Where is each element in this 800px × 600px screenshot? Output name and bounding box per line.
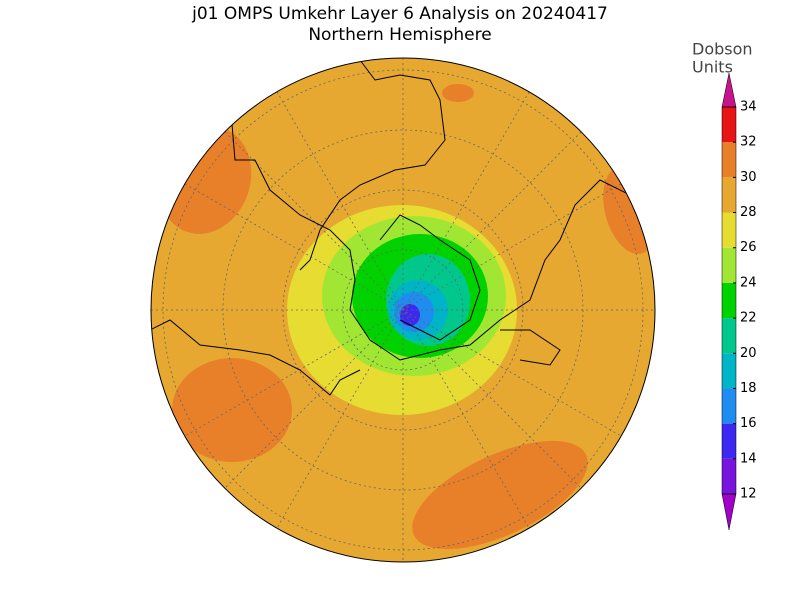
colorbar-under [721, 493, 737, 531]
colorbar-segment [722, 177, 736, 213]
colorbar-segment [722, 247, 736, 283]
colorbar-tick-label: 30 [740, 170, 757, 185]
colorbar-tick-label: 16 [740, 416, 757, 431]
colorbar-tick-label: 20 [740, 346, 757, 361]
colorbar-over [721, 72, 737, 108]
coastlines [151, 59, 655, 396]
subtitle: Northern Hemisphere [308, 25, 491, 45]
map-border [150, 57, 656, 563]
title: j01 OMPS Umkehr Layer 6 Analysis on 2024… [191, 4, 608, 24]
colorbar-segment [722, 142, 736, 178]
colorbar-tick-label: 26 [740, 240, 757, 255]
colorbar-tick-label: 18 [740, 381, 757, 396]
colorbar-tick-label: 14 [740, 451, 757, 466]
colorbar-segment [722, 318, 736, 354]
colorbar-segment [722, 458, 736, 494]
graticule [151, 58, 655, 562]
colorbar-tick-label: 32 [740, 135, 757, 150]
colorbar-tick-label: 22 [740, 311, 757, 326]
colorbar-segment [722, 388, 736, 424]
contour [400, 304, 420, 326]
colorbar-segment [722, 282, 736, 319]
colorbar-label: Units [692, 58, 733, 77]
colorbar-tick-label: 34 [740, 100, 757, 115]
colorbar-tick-label: 28 [740, 205, 757, 220]
contour [412, 440, 588, 550]
contour [172, 358, 292, 462]
map [151, 58, 655, 562]
colorbar-tick-label: 24 [740, 275, 757, 290]
colorbar-segment [722, 212, 736, 248]
colorbar-border [721, 106, 737, 495]
contour [442, 84, 474, 102]
colorbar-label: Dobson [692, 40, 753, 59]
colorbar-tick-label: 12 [740, 487, 757, 502]
colorbar-segment [722, 353, 736, 389]
colorbar-segment [722, 423, 736, 459]
colorbar-segment [722, 107, 736, 143]
